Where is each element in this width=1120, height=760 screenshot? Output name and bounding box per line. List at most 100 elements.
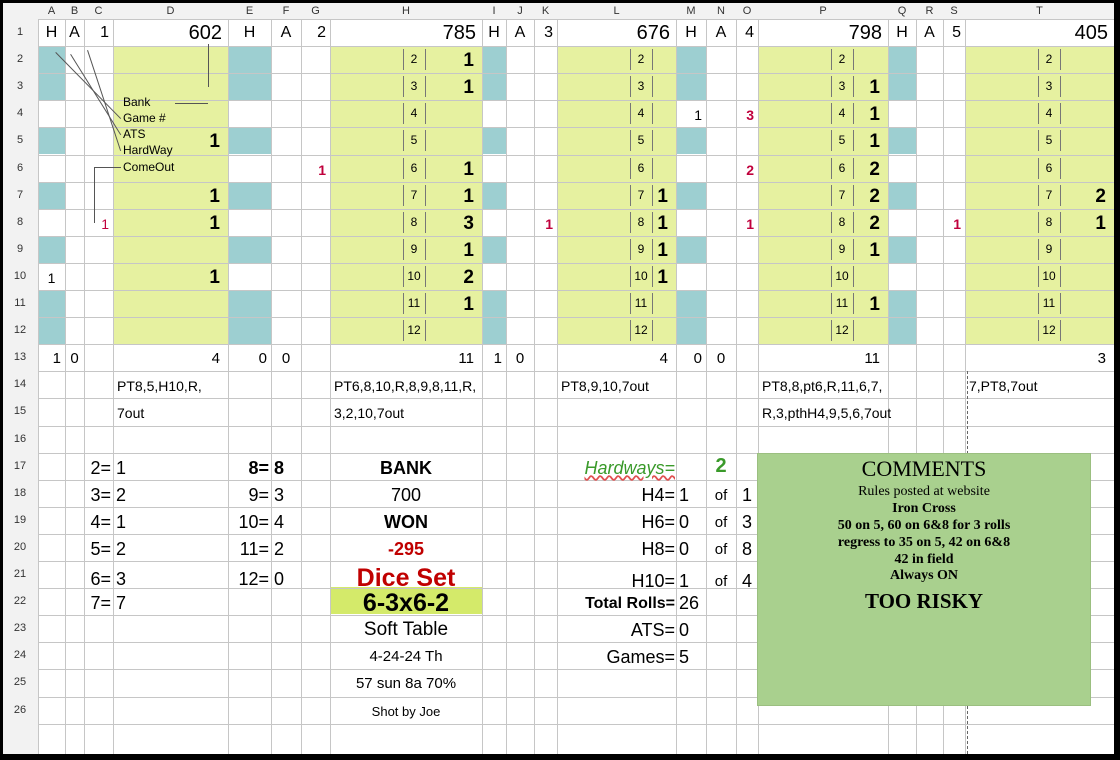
hot-zone-E-3 <box>228 73 271 101</box>
points-sequence-line1: PT6,8,10,R,8,9,8,11,R, <box>334 378 477 395</box>
dice-number-label: 6 <box>838 160 846 175</box>
row-header-2[interactable]: 2 <box>16 53 24 66</box>
column-header-I[interactable]: I <box>492 5 496 17</box>
dice-set-label: Dice Set <box>356 564 456 592</box>
dice-slot-line <box>652 130 653 152</box>
column-header-N[interactable]: N <box>717 5 725 17</box>
column-header-J[interactable]: J <box>517 5 523 17</box>
legend-label: ATS <box>123 127 146 142</box>
dice-slot-line <box>652 103 653 125</box>
dice-number-label: 9 <box>838 241 846 256</box>
hardway-label: H6= <box>641 511 675 532</box>
weather: 57 sun 8a 70% <box>355 675 457 693</box>
game-roll-total: 11 <box>864 350 880 368</box>
game-panel-5 <box>965 46 1114 345</box>
dice-slot-line <box>630 103 631 125</box>
row-header-20[interactable]: 20 <box>13 540 27 553</box>
dice-slot-line <box>853 293 854 315</box>
gridline-h <box>3 723 1114 725</box>
column-header-P[interactable]: P <box>819 5 827 17</box>
hot-zone-Q-9 <box>888 235 916 263</box>
comeout-mark: 1 <box>47 269 56 286</box>
column-header-D[interactable]: D <box>166 5 175 17</box>
gridline-h <box>3 235 1114 237</box>
row-header-3[interactable]: 3 <box>16 80 24 93</box>
dice-slot-line <box>630 130 631 152</box>
row-header-16[interactable]: 16 <box>13 432 27 445</box>
row-header-11[interactable]: 11 <box>14 297 26 309</box>
roll-count: 1 <box>463 77 474 99</box>
dice-number-label: 6 <box>1045 160 1053 175</box>
row-header-10[interactable]: 10 <box>13 269 27 282</box>
hot-zone-A-3 <box>38 73 65 101</box>
gridline-h <box>3 181 1114 183</box>
dice-slot-line <box>1038 157 1039 179</box>
ats-mark: 1 <box>545 215 553 232</box>
row-header-8[interactable]: 8 <box>16 215 24 228</box>
row-header-6[interactable]: 6 <box>16 161 24 174</box>
dice-number-label: 10 <box>407 268 421 283</box>
column-header-F[interactable]: F <box>282 5 290 17</box>
column-header-K[interactable]: K <box>541 5 550 17</box>
dice-slot-line <box>630 320 631 342</box>
roll-count: 2 <box>1095 185 1106 207</box>
hot-zone-Q-12 <box>888 317 916 345</box>
dice-number-label: 7 <box>1045 187 1053 202</box>
row-header-18[interactable]: 18 <box>13 486 27 499</box>
roll-count: 1 <box>209 266 220 288</box>
column-header-H[interactable]: H <box>402 5 410 17</box>
column-header-L[interactable]: L <box>613 5 620 17</box>
points-sequence-line1: PT8,8,pt6,R,11,6,7, <box>762 378 883 395</box>
dice-number-label: 12 <box>1042 323 1056 338</box>
row-header-7[interactable]: 7 <box>16 188 24 201</box>
row-header-23[interactable]: 23 <box>13 622 27 635</box>
dice-slot-line <box>853 265 854 287</box>
dice-slot-line <box>1038 320 1039 342</box>
h-total: 0 <box>693 350 702 368</box>
row-header-24[interactable]: 24 <box>13 649 27 662</box>
dice-number-label: 7 <box>637 187 645 202</box>
spreadsheet: A B C D E F G H I J K L M N O P Q R S T 1 2 3 4 5 6 7 8 9 10 11 12 13 14 1… <box>3 3 1114 754</box>
row-header-4[interactable]: 4 <box>16 107 24 120</box>
hot-zone-I-11 <box>482 290 506 318</box>
row-header-9[interactable]: 9 <box>16 242 24 255</box>
row-header-12[interactable]: 12 <box>13 324 27 337</box>
hardway-mark: 1 <box>318 161 326 178</box>
row-header-1[interactable]: 1 <box>16 26 24 38</box>
column-header-A[interactable]: A <box>47 5 56 17</box>
dice-slot-line <box>1038 184 1039 206</box>
roll-count: 2 <box>463 266 474 288</box>
row-header-14[interactable]: 14 <box>13 378 27 391</box>
dice-slot-line <box>853 320 854 342</box>
column-header-R[interactable]: R <box>925 5 934 17</box>
column-header-B[interactable]: B <box>70 5 79 17</box>
roll-count: 1 <box>463 239 474 261</box>
column-header-O[interactable]: O <box>742 5 752 17</box>
column-header-T[interactable]: T <box>1036 5 1043 17</box>
row-header-13[interactable]: 13 <box>13 351 27 364</box>
dice-number-label: 2 <box>637 52 645 67</box>
column-header-Q[interactable]: Q <box>897 5 907 17</box>
row-header-26[interactable]: 26 <box>13 703 27 716</box>
row-header-21[interactable]: 21 <box>13 568 27 580</box>
gridline-h <box>3 533 1114 535</box>
column-header-M[interactable]: M <box>686 5 696 17</box>
game-a-label: A <box>715 24 727 41</box>
row-header-22[interactable]: 22 <box>13 595 27 608</box>
row-header-17[interactable]: 17 <box>13 459 27 472</box>
column-header-S[interactable]: S <box>950 5 958 17</box>
gridline-v <box>676 3 677 754</box>
row-header-15[interactable]: 15 <box>13 405 27 418</box>
dice-slot-line <box>1060 238 1061 260</box>
row-header-25[interactable]: 25 <box>13 676 27 689</box>
column-header-C[interactable]: C <box>94 5 103 17</box>
dice-slot-line <box>403 76 404 98</box>
column-header-G[interactable]: G <box>311 5 320 17</box>
gridline-h <box>3 669 1114 671</box>
row-header-19[interactable]: 19 <box>13 513 27 526</box>
points-sequence-line2: R,3,pthH4,9,5,6,7out <box>762 405 892 422</box>
hardway-label: H8= <box>641 538 675 559</box>
row-header-5[interactable]: 5 <box>16 134 24 147</box>
column-header-E[interactable]: E <box>245 5 254 17</box>
dice-count-label: 2= <box>90 457 111 478</box>
